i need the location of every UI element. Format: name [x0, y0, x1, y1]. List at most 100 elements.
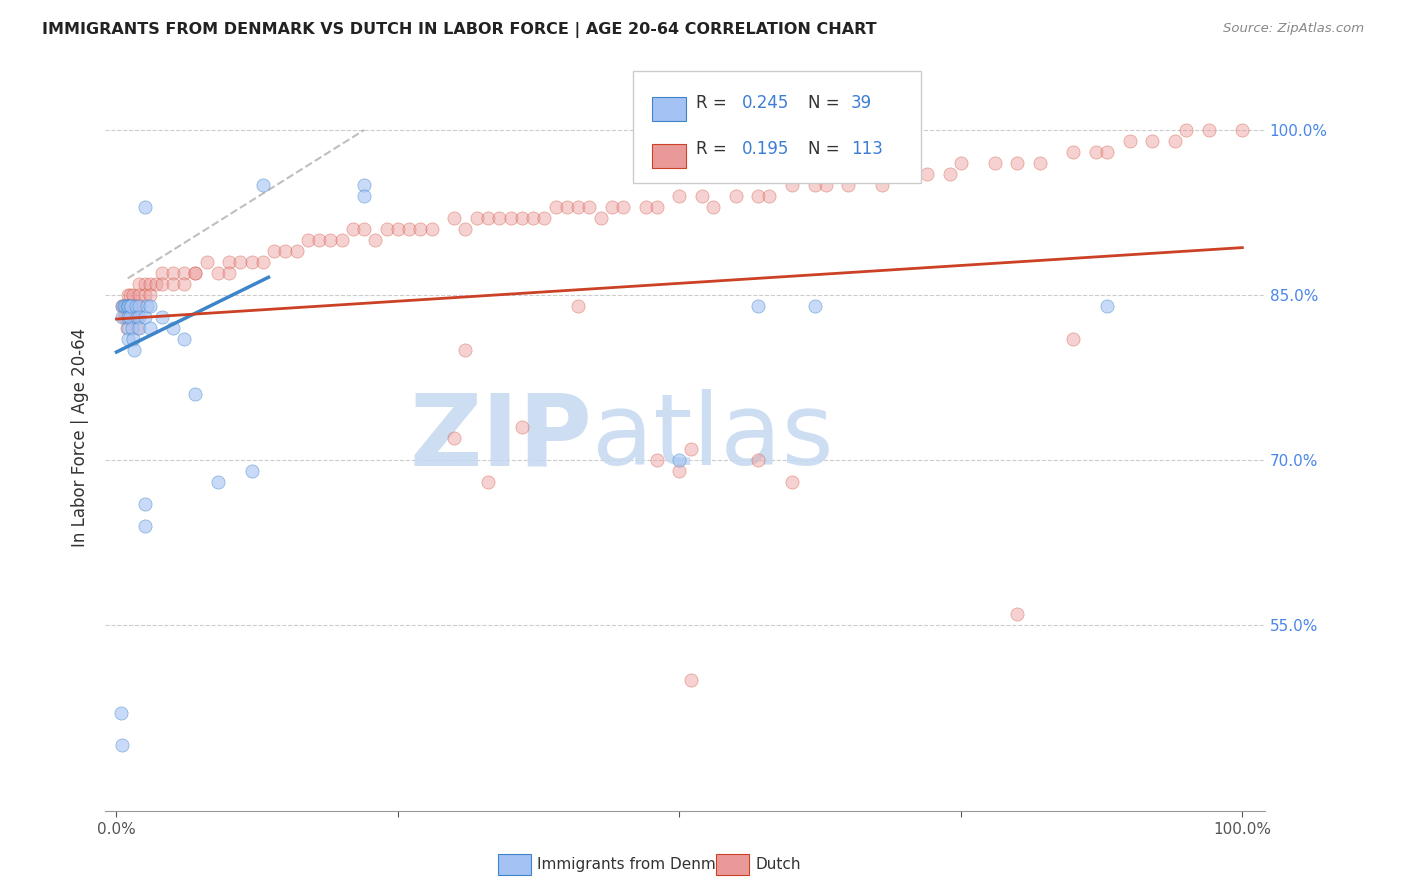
Point	[915, 167, 938, 181]
Point	[522, 211, 544, 225]
Point	[207, 266, 229, 280]
Point	[1028, 156, 1050, 170]
Point	[803, 299, 825, 313]
Text: 39: 39	[851, 94, 872, 112]
Point	[420, 222, 443, 236]
Point	[949, 156, 972, 170]
Point	[117, 299, 139, 313]
Point	[724, 189, 747, 203]
Point	[274, 244, 297, 258]
Point	[162, 277, 184, 291]
Point	[125, 310, 148, 324]
Point	[488, 211, 510, 225]
Point	[139, 277, 162, 291]
Point	[111, 299, 134, 313]
Point	[117, 332, 139, 346]
Point	[330, 233, 353, 247]
Point	[1085, 145, 1108, 159]
Text: 0.195: 0.195	[742, 140, 790, 158]
Point	[1097, 299, 1119, 313]
Point	[612, 200, 634, 214]
Point	[115, 299, 138, 313]
Point	[122, 288, 145, 302]
Point	[1062, 145, 1084, 159]
Point	[134, 518, 156, 533]
Point	[1062, 332, 1084, 346]
Point	[218, 266, 240, 280]
Text: 0.245: 0.245	[742, 94, 790, 112]
Point	[938, 167, 960, 181]
Point	[319, 233, 342, 247]
Point	[814, 178, 837, 192]
Point	[150, 277, 173, 291]
Point	[252, 178, 274, 192]
Point	[139, 288, 162, 302]
Point	[780, 475, 803, 489]
Point	[285, 244, 308, 258]
Text: IMMIGRANTS FROM DENMARK VS DUTCH IN LABOR FORCE | AGE 20-64 CORRELATION CHART: IMMIGRANTS FROM DENMARK VS DUTCH IN LABO…	[42, 22, 877, 38]
Point	[758, 189, 780, 203]
Point	[134, 310, 156, 324]
Point	[121, 310, 143, 324]
Point	[893, 167, 915, 181]
Point	[111, 739, 134, 753]
Point	[128, 288, 150, 302]
Point	[252, 255, 274, 269]
Point	[128, 277, 150, 291]
Point	[114, 299, 136, 313]
Point	[1164, 134, 1187, 148]
Point	[117, 321, 139, 335]
Point	[117, 310, 139, 324]
Point	[263, 244, 285, 258]
Point	[1198, 123, 1220, 137]
Point	[121, 321, 143, 335]
Point	[668, 464, 690, 478]
Point	[600, 200, 623, 214]
Point	[111, 310, 134, 324]
Point	[510, 211, 533, 225]
Point	[134, 497, 156, 511]
Point	[139, 299, 162, 313]
Point	[353, 178, 375, 192]
Point	[115, 321, 138, 335]
Point	[112, 299, 135, 313]
Point	[117, 310, 139, 324]
Point	[117, 299, 139, 313]
Point	[544, 200, 567, 214]
Point	[454, 222, 477, 236]
Point	[499, 211, 522, 225]
Text: atlas: atlas	[592, 389, 834, 486]
Point	[443, 211, 465, 225]
Point	[112, 310, 135, 324]
Point	[184, 266, 207, 280]
Point	[195, 255, 218, 269]
Point	[124, 343, 146, 357]
Point	[1097, 145, 1119, 159]
Point	[645, 200, 668, 214]
Point	[510, 419, 533, 434]
Point	[128, 299, 150, 313]
Point	[353, 189, 375, 203]
Point	[128, 299, 150, 313]
Point	[1005, 607, 1028, 621]
Point	[122, 332, 145, 346]
Point	[1175, 123, 1198, 137]
Point	[387, 222, 409, 236]
Point	[297, 233, 319, 247]
Point	[240, 255, 263, 269]
Point	[364, 233, 387, 247]
Point	[117, 299, 139, 313]
Point	[124, 299, 146, 313]
Point	[533, 211, 555, 225]
Point	[567, 299, 589, 313]
Point	[702, 200, 724, 214]
Point	[1119, 134, 1142, 148]
Point	[555, 200, 578, 214]
Point	[454, 343, 477, 357]
Point	[567, 200, 589, 214]
Point	[184, 266, 207, 280]
Point	[780, 178, 803, 192]
Point	[134, 277, 156, 291]
Point	[150, 266, 173, 280]
Point	[870, 178, 893, 192]
